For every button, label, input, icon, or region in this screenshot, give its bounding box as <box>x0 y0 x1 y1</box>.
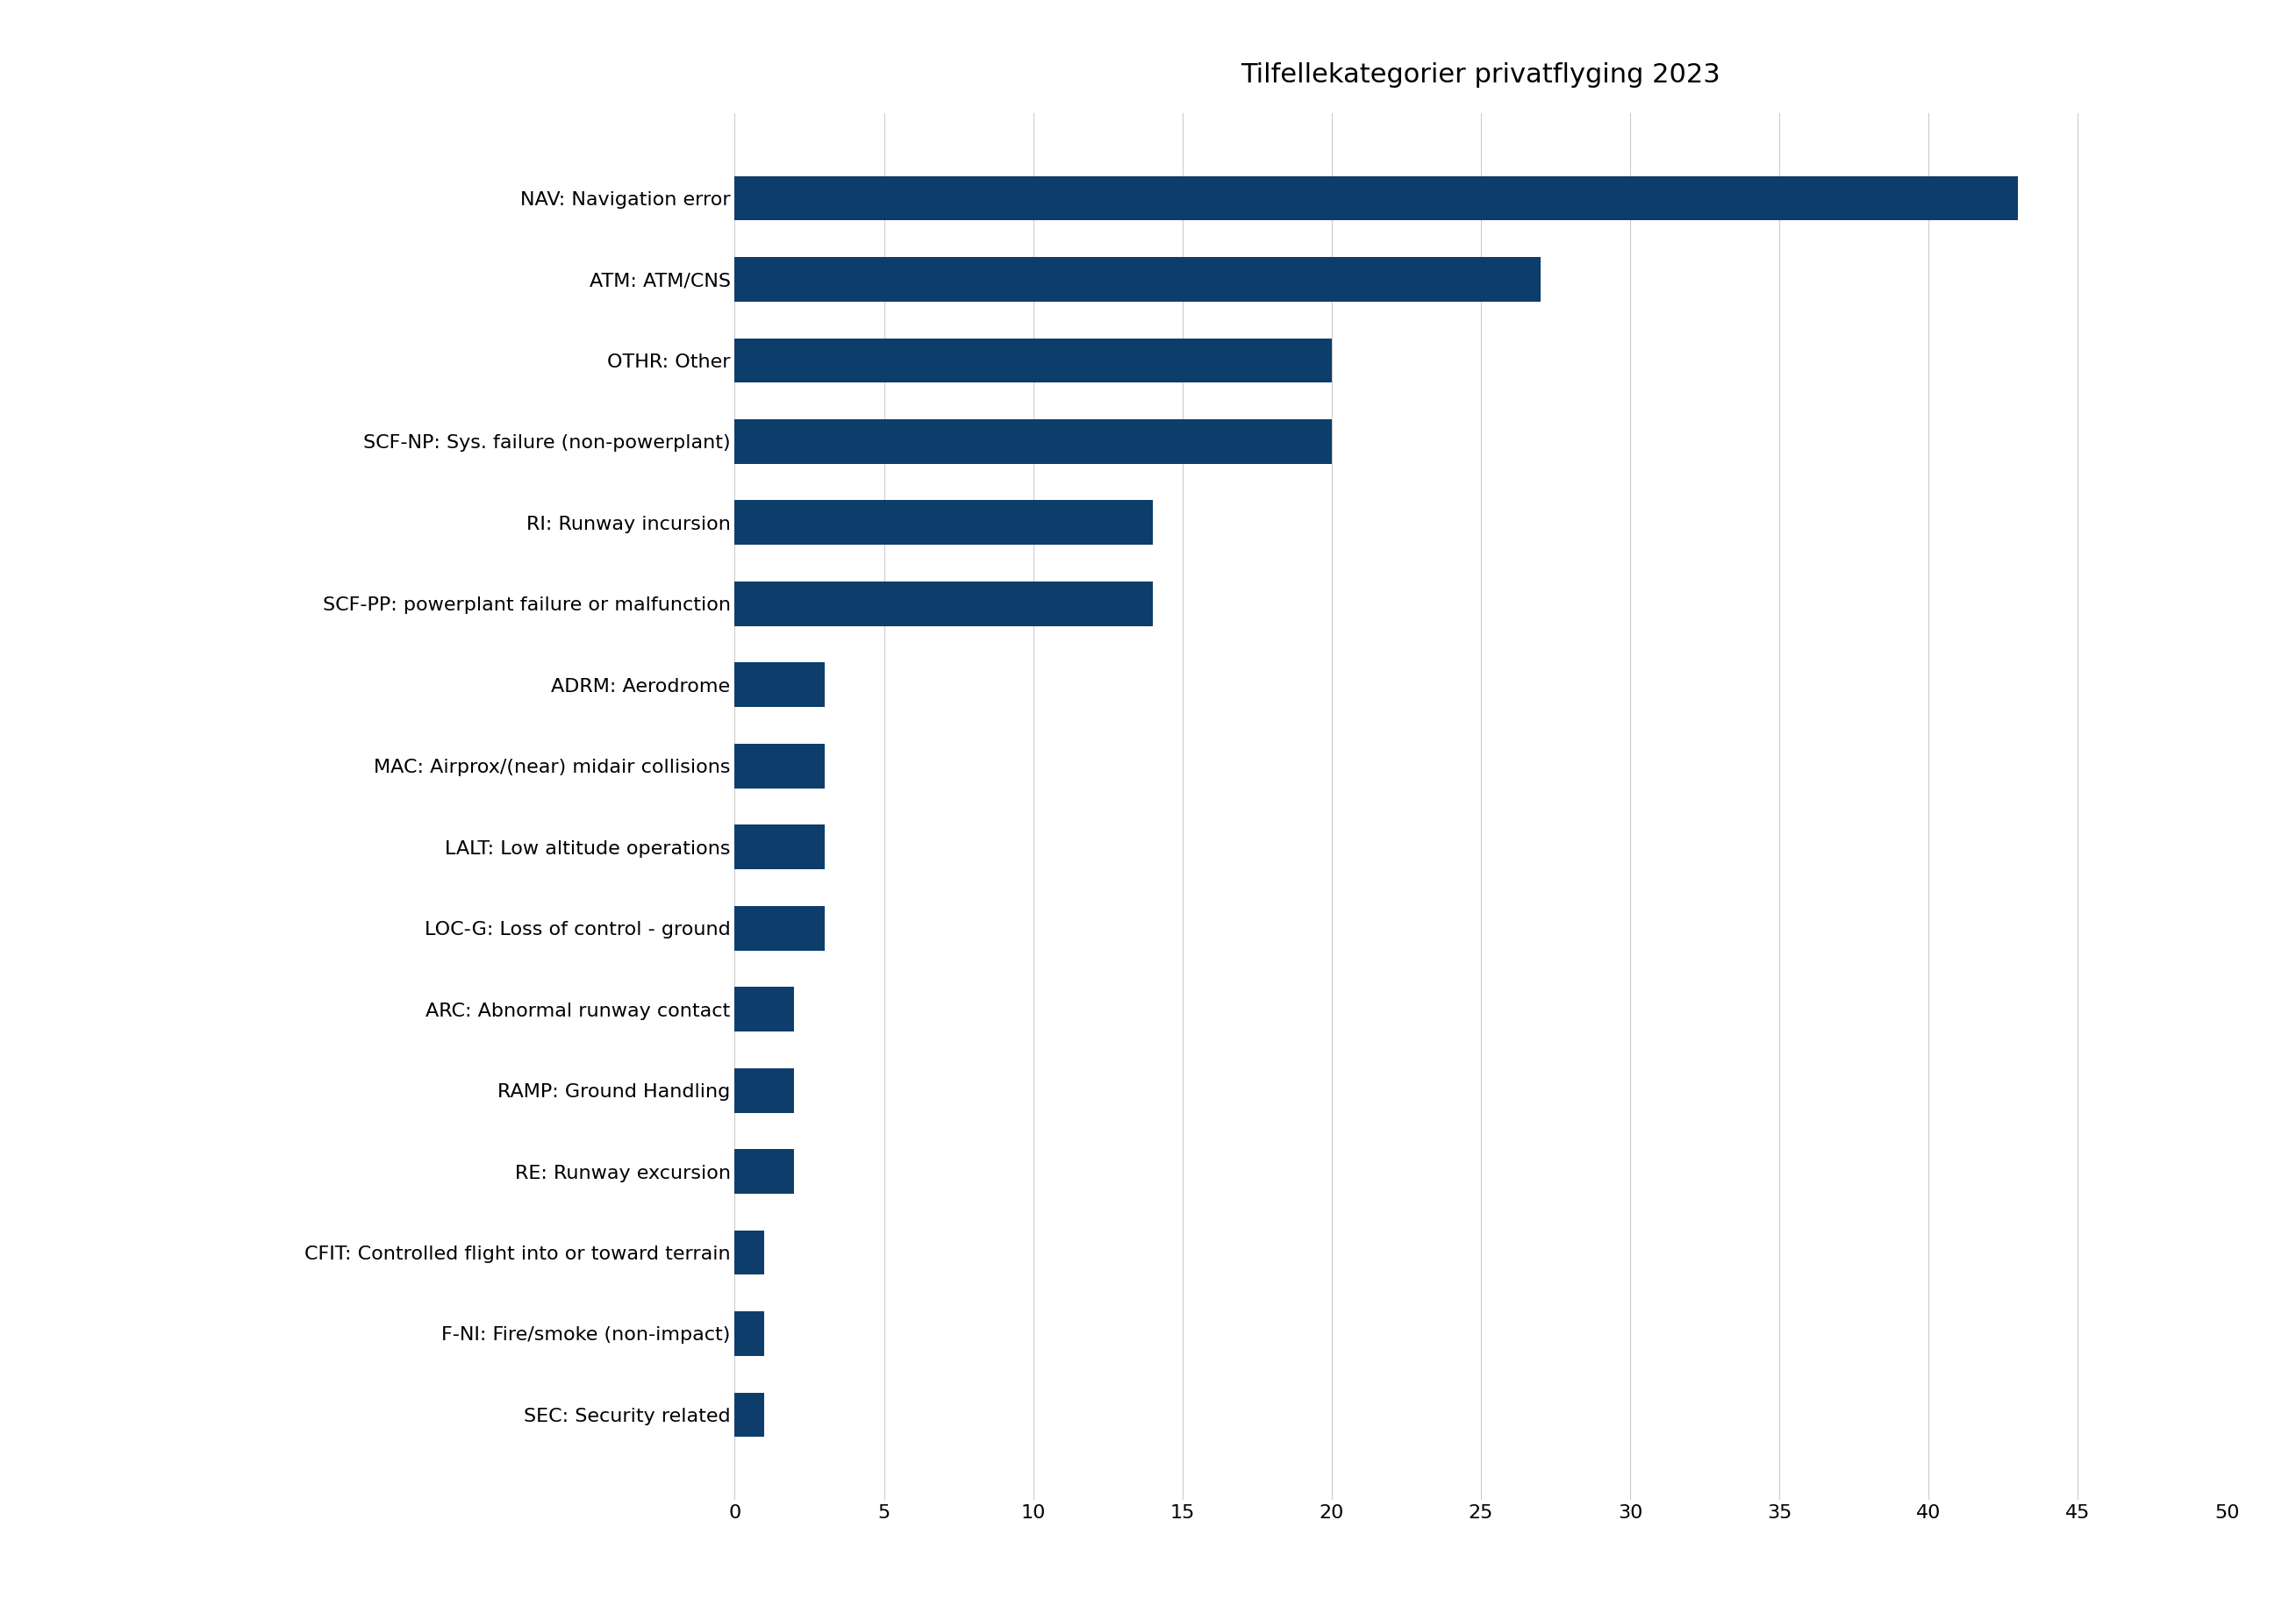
Bar <box>735 256 1541 302</box>
Bar <box>735 1148 794 1194</box>
Bar <box>735 419 1332 465</box>
Bar <box>735 744 824 789</box>
Bar <box>735 176 2018 221</box>
Bar <box>735 1392 765 1437</box>
Bar <box>735 1311 765 1357</box>
Bar <box>735 1068 794 1113</box>
Bar <box>735 907 824 950</box>
Bar <box>735 500 1153 545</box>
Title: Tilfellekategorier privatflyging 2023: Tilfellekategorier privatflyging 2023 <box>1242 63 1720 87</box>
Bar <box>735 581 1153 626</box>
Bar <box>735 1231 765 1274</box>
Bar <box>735 339 1332 382</box>
Bar <box>735 663 824 706</box>
Bar <box>735 987 794 1032</box>
Bar <box>735 824 824 869</box>
